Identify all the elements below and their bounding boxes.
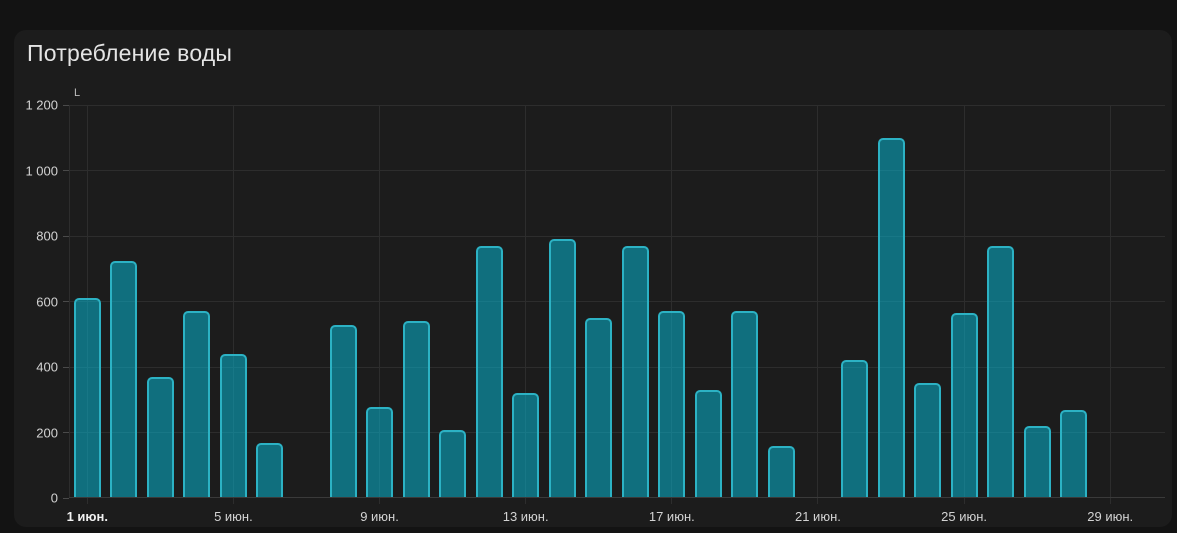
- y-gridline: [69, 301, 1165, 302]
- y-gridline: [69, 366, 1165, 368]
- y-axis-label: 1 200: [25, 97, 58, 113]
- bar-jun-12[interactable]: [475, 245, 503, 498]
- bar-jun-8[interactable]: [329, 325, 357, 498]
- bar-jun-27[interactable]: [1023, 425, 1051, 498]
- y-axis-line: [69, 105, 70, 498]
- y-axis-label: 1 000: [25, 163, 58, 178]
- chart-title: Потребление воды: [27, 40, 233, 66]
- bar-jun-11[interactable]: [439, 429, 467, 498]
- bar-jun-9[interactable]: [366, 406, 394, 498]
- x-axis-label: 1 июн.: [66, 509, 108, 524]
- x-axis-label: 17 июн.: [648, 509, 695, 524]
- y-axis-tick: [63, 432, 69, 433]
- bar-jun-15[interactable]: [585, 317, 613, 498]
- y-gridline: [69, 235, 1165, 237]
- bar-jun-5[interactable]: [219, 353, 247, 498]
- bar-jun-24[interactable]: [914, 383, 942, 498]
- bar-jun-19[interactable]: [731, 311, 759, 498]
- x-axis-label: 25 июн.: [941, 509, 987, 524]
- x-gridline: [963, 105, 965, 504]
- y-axis-tick: [63, 170, 69, 171]
- y-axis-label: 200: [36, 425, 58, 440]
- y-gridline: [69, 432, 1165, 433]
- y-axis-label: 800: [36, 228, 58, 244]
- x-axis-label: 13 июн.: [502, 509, 549, 524]
- bar-jun-3[interactable]: [146, 376, 174, 498]
- x-axis-line: [69, 497, 1165, 498]
- x-axis-label: 21 июн.: [794, 509, 841, 524]
- x-gridline: [817, 105, 819, 504]
- bar-jun-14[interactable]: [548, 239, 576, 498]
- bar-jun-28[interactable]: [1060, 410, 1088, 498]
- bar-jun-20[interactable]: [767, 445, 795, 498]
- y-axis-tick: [63, 366, 69, 368]
- bar-jun-13[interactable]: [512, 393, 540, 498]
- y-axis-tick: [63, 104, 69, 106]
- y-axis-unit-label: L: [74, 87, 81, 99]
- y-axis-label: 400: [36, 359, 58, 375]
- x-gridline: [1109, 105, 1111, 504]
- x-gridline: [525, 105, 527, 504]
- bar-jun-23[interactable]: [877, 137, 905, 498]
- bar-jun-2[interactable]: [110, 260, 138, 498]
- bar-jun-4[interactable]: [183, 311, 211, 498]
- x-axis-label: 9 июн.: [360, 509, 399, 524]
- x-gridline: [379, 105, 381, 504]
- bar-jun-10[interactable]: [402, 321, 430, 498]
- bar-jun-1[interactable]: [73, 298, 101, 498]
- chart-plot-area[interactable]: 0 200 400 600 800 1 000 1 200 1 июн. 5 июн. 9 июн…: [25, 98, 1165, 524]
- x-gridline: [671, 105, 673, 504]
- y-axis-tick: [63, 497, 69, 499]
- bar-jun-25[interactable]: [950, 312, 978, 498]
- y-axis-label: 0: [50, 490, 58, 506]
- bar-jun-18[interactable]: [694, 389, 722, 498]
- bar-jun-16[interactable]: [621, 245, 649, 498]
- bar-jun-22[interactable]: [840, 359, 868, 498]
- bar-jun-6[interactable]: [256, 443, 284, 498]
- y-axis-tick: [63, 235, 69, 237]
- x-axis-label: 5 июн.: [214, 509, 253, 524]
- water-consumption-card: Потребление воды L 0 200 400 600 800 1 000 1 2…: [14, 30, 1172, 527]
- bar-jun-17[interactable]: [658, 311, 686, 498]
- x-gridline: [232, 105, 234, 504]
- bar-jun-26[interactable]: [987, 245, 1015, 498]
- x-axis-label: 29 июн.: [1087, 509, 1134, 524]
- y-axis-label: 600: [36, 294, 58, 309]
- y-gridline: [69, 104, 1165, 106]
- y-gridline: [69, 170, 1165, 171]
- y-axis-tick: [63, 301, 69, 302]
